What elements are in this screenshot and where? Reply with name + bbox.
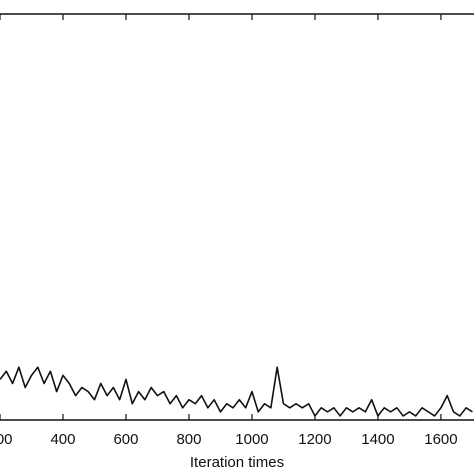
x-tick-label: 400 <box>50 431 75 448</box>
x-tick-label: 200 <box>0 431 13 448</box>
x-tick-label: 800 <box>176 431 201 448</box>
x-tick-label: 1400 <box>361 431 394 448</box>
x-tick-label: 1000 <box>235 431 268 448</box>
x-tick-label: 600 <box>113 431 138 448</box>
x-tick-label: 1600 <box>424 431 457 448</box>
x-tick-label: 1200 <box>298 431 331 448</box>
x-axis-label: Iteration times <box>190 454 284 471</box>
data-line <box>0 366 473 417</box>
